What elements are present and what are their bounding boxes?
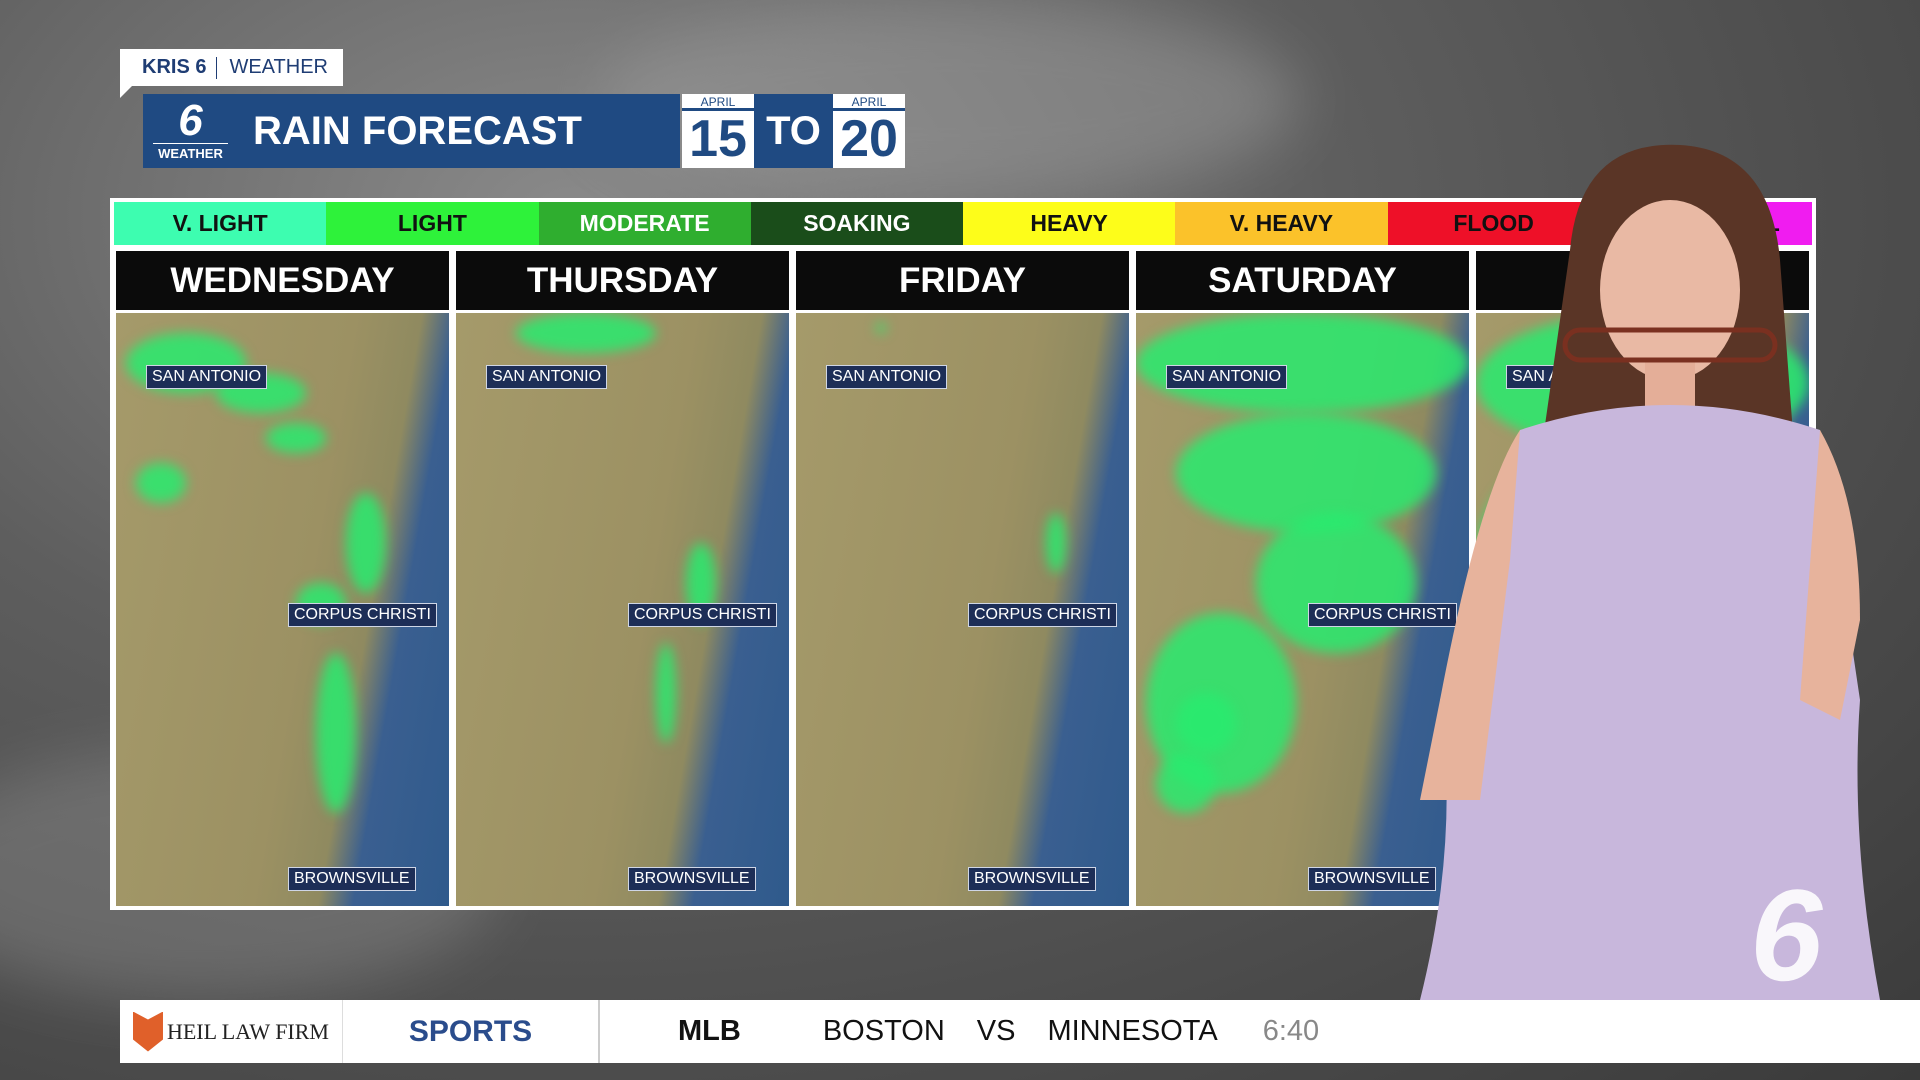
city-label: SAN ANTONIO	[146, 365, 268, 389]
day-column: SATURDAY SAN ANTONIO CORPUS CHRISTI BROWNSV…	[1136, 251, 1469, 906]
rain-area	[316, 653, 356, 813]
weather-logo: 6 WEATHER	[143, 99, 238, 161]
day-header: SATURDAY	[1136, 251, 1469, 310]
rain-area	[346, 493, 386, 593]
ticker-league: MLB	[678, 1015, 741, 1047]
rain-area	[136, 463, 186, 503]
day-header: WEDNESDAY	[116, 251, 449, 310]
rain-area	[1046, 513, 1066, 573]
station-name: KRIS 6	[142, 56, 207, 78]
city-label: CORPUS CHRISTI	[288, 603, 437, 627]
ticker-team1: BOSTON	[822, 1015, 945, 1047]
city-label: BROWNSVILLE	[288, 867, 416, 891]
title-banner: 6 WEATHER RAIN FORECAST	[143, 94, 680, 168]
day-column: FRIDAY SAN ANTONIO CORPUS CHRISTI BROWNSVIL…	[796, 251, 1129, 906]
date-to: TO	[754, 94, 833, 168]
rain-area	[1176, 413, 1436, 533]
rain-area	[1176, 693, 1236, 753]
city-label: BROWNSVILLE	[968, 867, 1096, 891]
section-name: WEATHER	[229, 56, 328, 78]
legend-item: MODERATE	[538, 202, 751, 245]
presenter	[1420, 144, 1880, 1000]
day-header: THURSDAY	[456, 251, 789, 310]
ticker-category: SPORTS	[343, 1000, 600, 1063]
sponsor-logo: HEIL LAW FIRM	[120, 1000, 343, 1063]
rain-map: SAN ANTONIO CORPUS CHRISTI BROWNSVILLE	[116, 313, 449, 906]
city-label: BROWNSVILLE	[1308, 867, 1436, 891]
station-tag: KRIS 6 WEATHER	[120, 49, 343, 98]
legend-item: V. HEAVY	[1175, 202, 1388, 245]
day-column: THURSDAY SAN ANTONIO CORPUS CHRISTI BROWNSV…	[456, 251, 789, 906]
ticker-vs: VS	[976, 1015, 1016, 1047]
city-label: BROWNSVILLE	[628, 867, 756, 891]
legend-item: LIGHT	[326, 202, 539, 245]
rain-area	[1156, 753, 1216, 813]
rain-area	[656, 643, 676, 743]
fox-shield-icon	[132, 1011, 163, 1052]
rain-area	[876, 323, 886, 333]
rain-map: SAN ANTONIO CORPUS CHRISTI BROWNSVILLE	[1136, 313, 1469, 906]
city-label: CORPUS CHRISTI	[968, 603, 1117, 627]
legend-item: SOAKING	[750, 202, 963, 245]
rain-area	[1136, 313, 1469, 413]
news-ticker: HEIL LAW FIRM SPORTS MLB BOSTON VS MINNE…	[120, 1000, 1920, 1063]
city-label: SAN ANTONIO	[486, 365, 608, 389]
day-header: FRIDAY	[796, 251, 1129, 310]
legend-item: V. LIGHT	[114, 202, 327, 245]
rain-area	[266, 423, 326, 453]
city-label: CORPUS CHRISTI	[628, 603, 777, 627]
ticker-team2: MINNESOTA	[1047, 1015, 1218, 1047]
rain-area	[516, 313, 656, 353]
rain-area	[1256, 513, 1416, 653]
legend-item: FLOOD	[1387, 202, 1600, 245]
rain-map: SAN ANTONIO CORPUS CHRISTI BROWNSVILLE	[456, 313, 789, 906]
city-label: SAN ANTONIO	[1166, 365, 1288, 389]
day-column: WEDNESDAY SAN ANTONIO CORPUS CHRISTI BROWNS…	[116, 251, 449, 906]
legend-item: HEAVY	[963, 202, 1176, 245]
nbc6-watermark: 6	[1750, 862, 1823, 1008]
end-date: APRIL 20	[833, 94, 905, 168]
city-label: CORPUS CHRISTI	[1308, 603, 1457, 627]
page-title: RAIN FORECAST	[253, 108, 582, 153]
rain-map: SAN ANTONIO CORPUS CHRISTI BROWNSVILLE	[796, 313, 1129, 906]
start-date: APRIL 15	[682, 94, 754, 168]
city-label: SAN ANTONIO	[826, 365, 948, 389]
ticker-time: 6:40	[1262, 1015, 1320, 1047]
